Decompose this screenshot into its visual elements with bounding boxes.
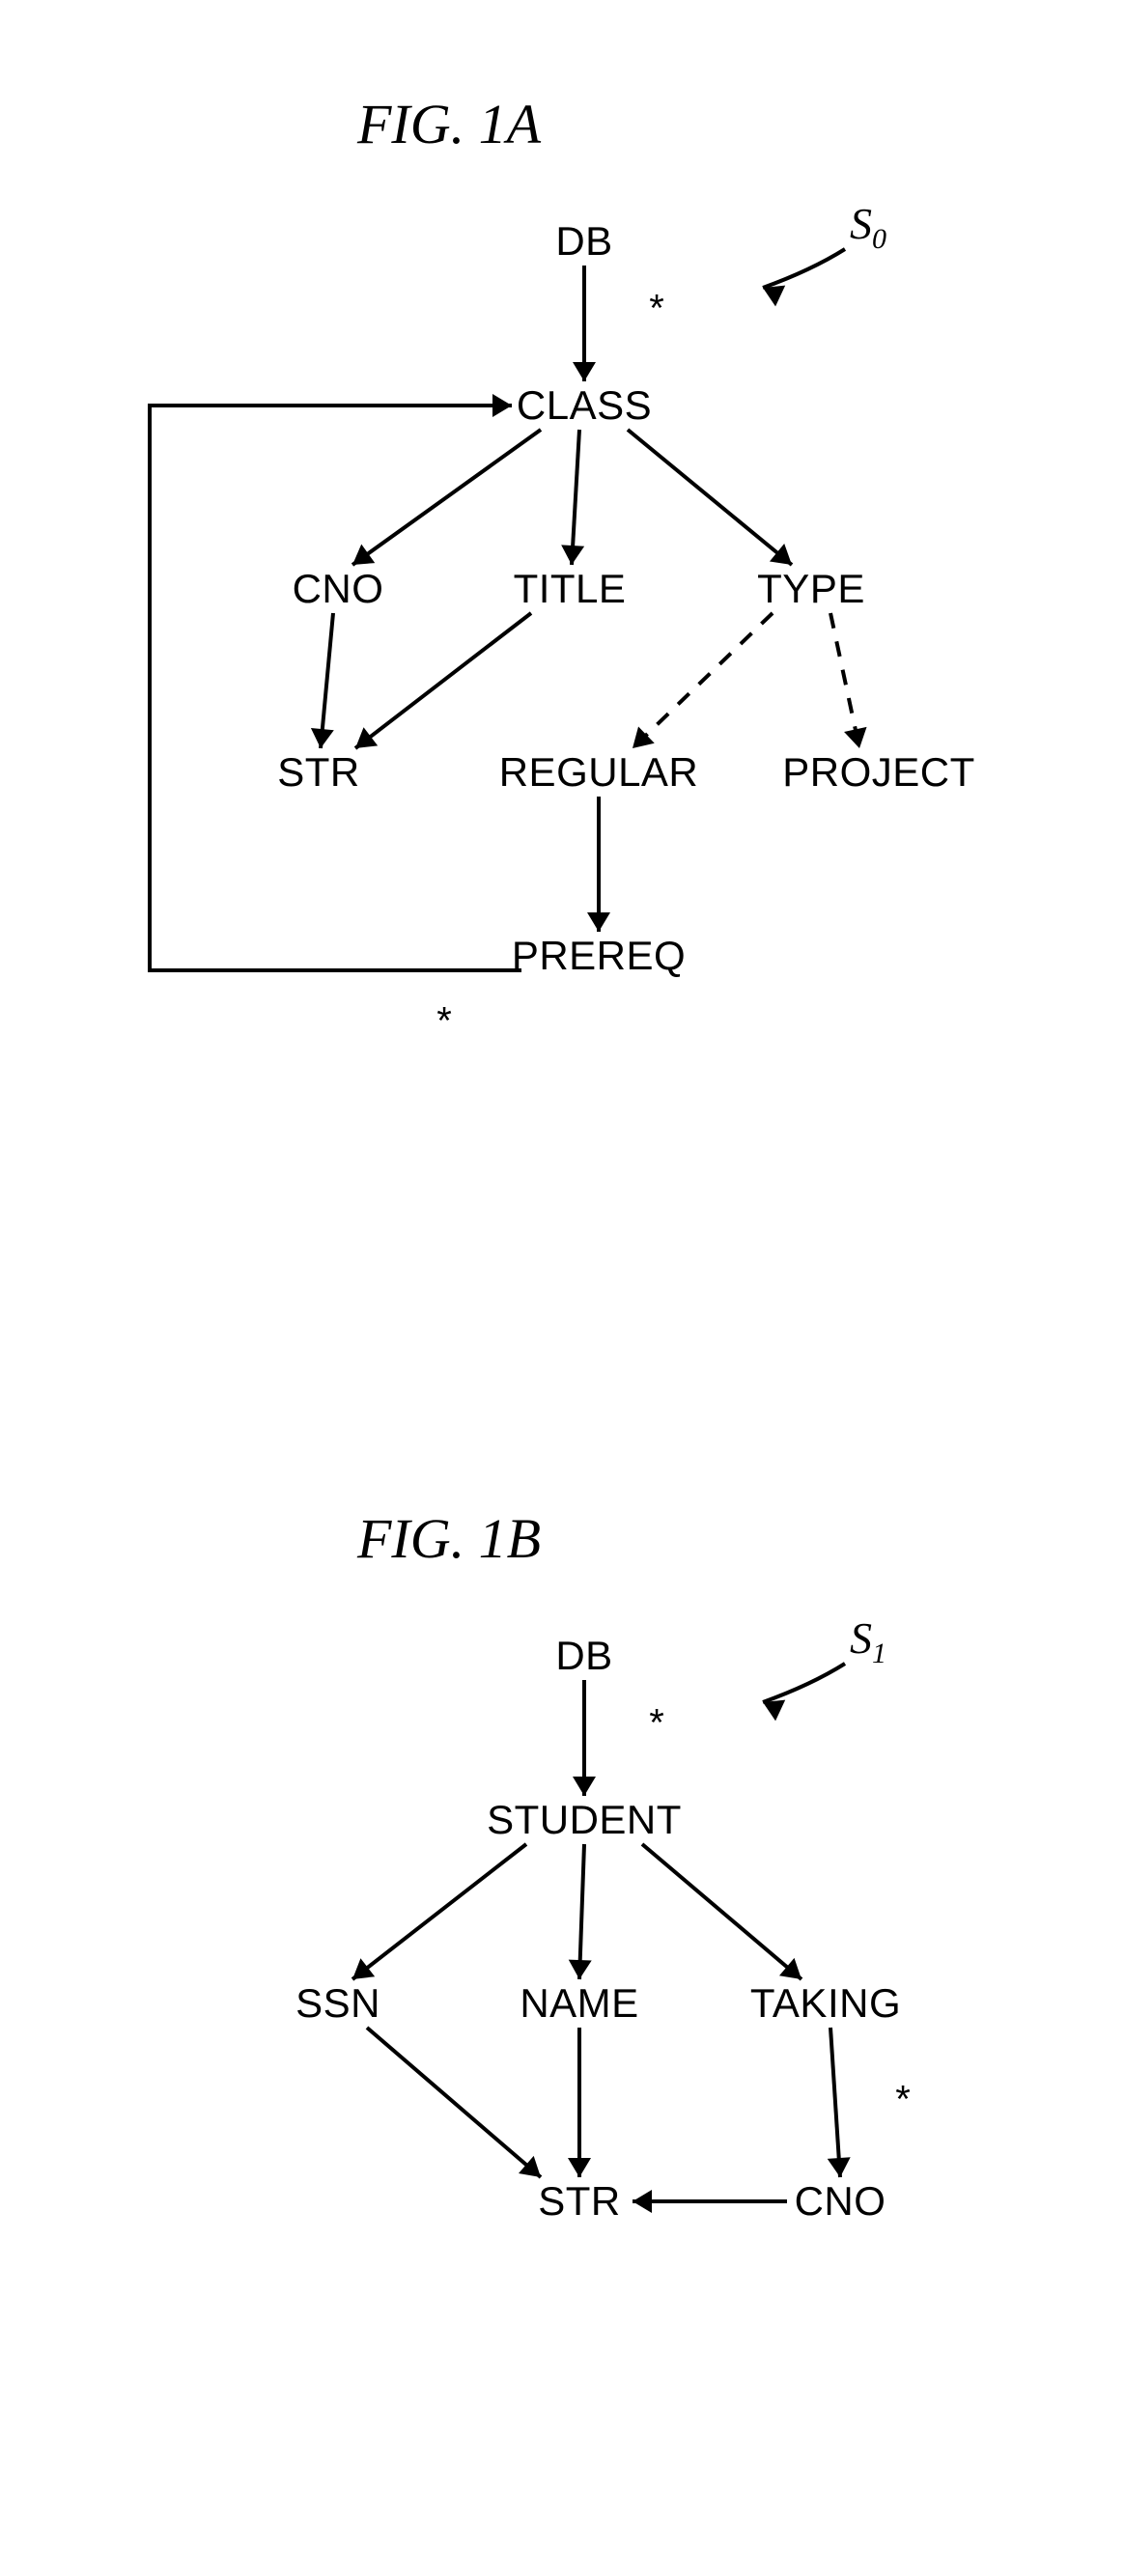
node-title: TITLE [514, 566, 627, 612]
diagram-page: FIG. 1A S0 FIG. 1B S1 DBCLASSCNOTITLETYP… [0, 0, 1125, 2576]
node-class: CLASS [517, 382, 652, 429]
node-project: PROJECT [782, 749, 975, 796]
star-annotation: * [649, 288, 664, 331]
star-annotation: * [895, 2079, 911, 2122]
star-annotation: * [649, 1702, 664, 1746]
node-regular: REGULAR [499, 749, 699, 796]
node-prereq: PREREQ [512, 933, 686, 979]
star-annotation: * [436, 1000, 452, 1044]
node-ssn: SSN [295, 1980, 380, 2027]
node-cno2: CNO [795, 2178, 886, 2225]
node-str: STR [277, 749, 360, 796]
node-taking: TAKING [750, 1980, 901, 2027]
node-db: DB [555, 218, 612, 265]
node-str2: STR [538, 2178, 621, 2225]
node-db2: DB [555, 1633, 612, 1679]
node-type: TYPE [757, 566, 865, 612]
node-cno: CNO [293, 566, 384, 612]
node-name: NAME [520, 1980, 638, 2027]
node-student: STUDENT [487, 1797, 682, 1843]
